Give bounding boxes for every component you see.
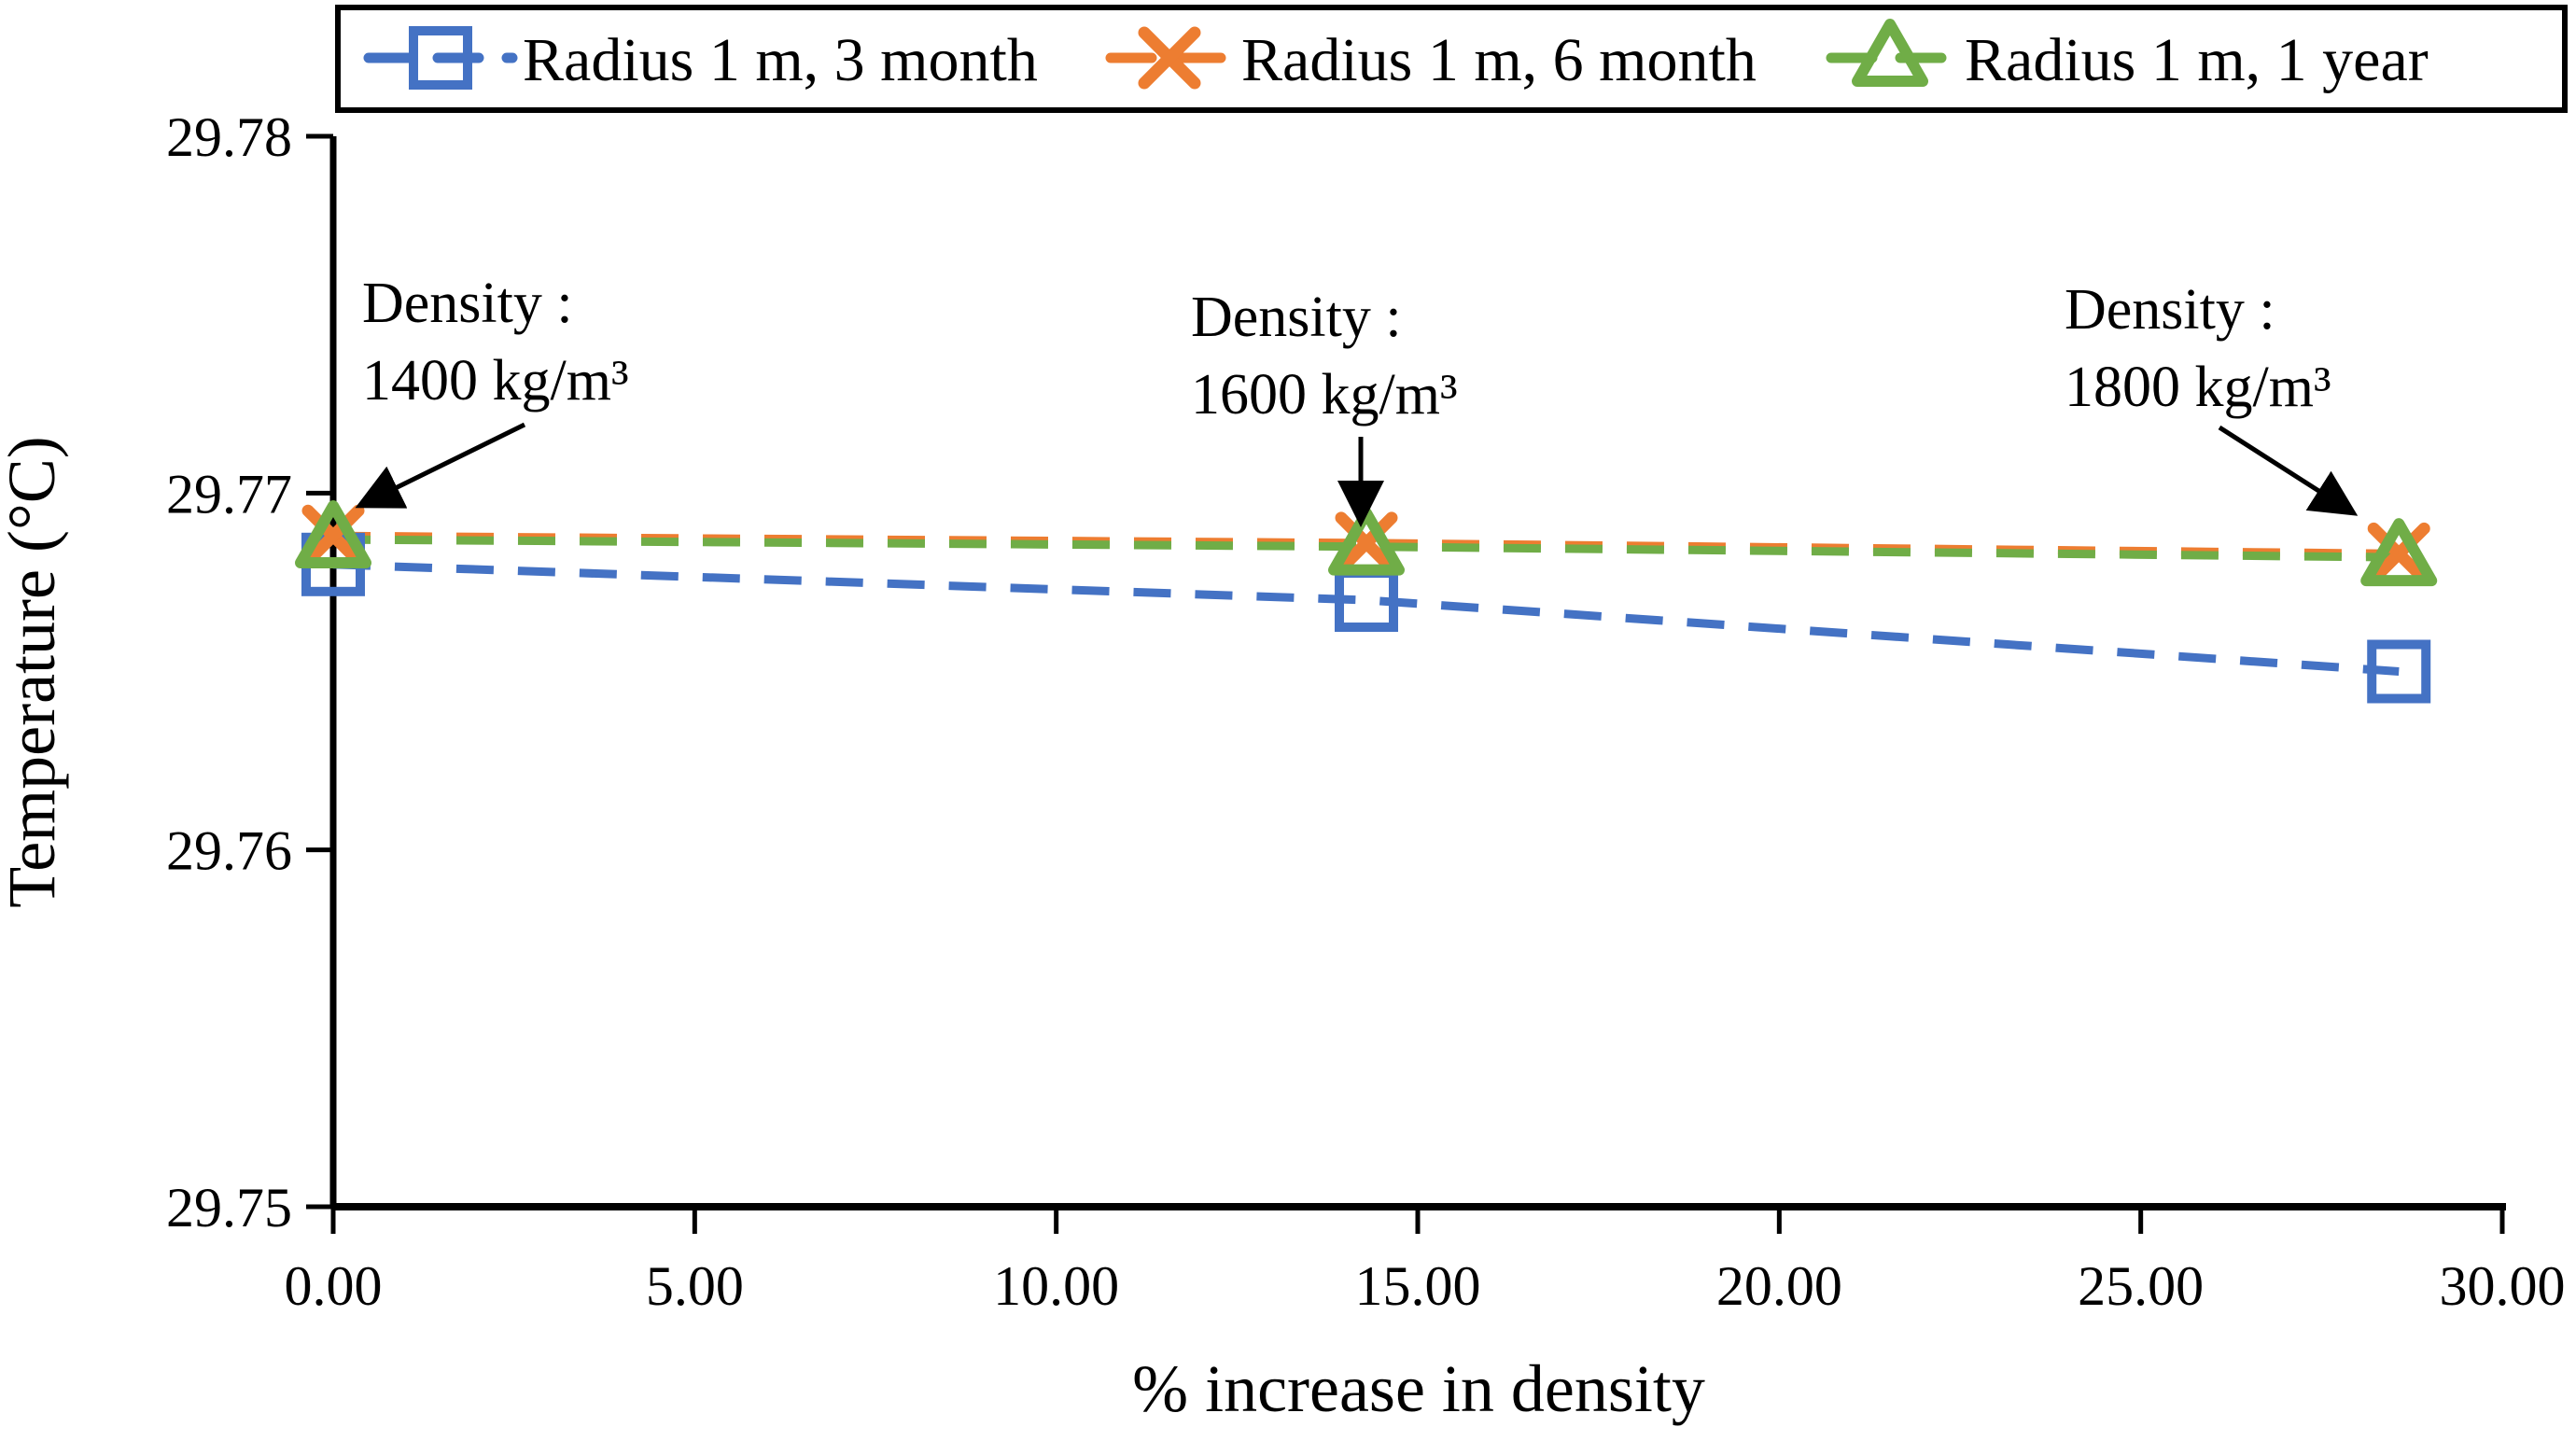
x-tick-label: 10.00	[993, 1255, 1119, 1317]
y-tick-label: 29.75	[166, 1177, 292, 1238]
legend-item: Radius 1 m, 6 month	[1105, 26, 1757, 94]
annotation-text: 1400 kg/m³	[362, 349, 629, 413]
data-point-marker	[2367, 639, 2431, 704]
data-point-marker	[2367, 522, 2430, 585]
x-marker-icon	[301, 504, 365, 567]
triangle-marker-icon	[2360, 518, 2438, 587]
legend-label: Radius 1 m, 3 month	[523, 26, 1038, 94]
x-tick-label: 25.00	[2078, 1255, 2204, 1317]
annotation-text: 1600 kg/m³	[1191, 363, 1458, 427]
triangle-marker-icon	[1852, 19, 1928, 87]
y-tick-label: 29.78	[166, 106, 292, 168]
triangle-marker-icon	[295, 500, 371, 569]
series-line	[332, 560, 2400, 676]
annotation: Density : 1800 kg/m³	[2065, 278, 2359, 516]
legend-item: Radius 1 m, 1 year	[1826, 19, 2429, 94]
data-point-marker	[301, 504, 365, 567]
x-axis-title: % increase in density	[1132, 1351, 1705, 1426]
annotation-text: Density :	[1191, 286, 1402, 349]
square-marker-icon	[2367, 639, 2431, 704]
x-marker-icon	[2367, 522, 2430, 585]
annotation-text: Density :	[362, 272, 573, 335]
triangle-marker-icon	[1328, 507, 1405, 576]
y-tick-label: 29.76	[166, 820, 292, 882]
axes: 29.75 29.76 29.77 29.78 0.00 5.00 10.00 15.00 20…	[166, 106, 2566, 1317]
legend: Radius 1 m, 3 month Radius 1 m, 6 month Ra…	[335, 5, 2568, 113]
x-tick-label: 20.00	[1716, 1255, 1842, 1317]
annotation: Density : 1600 kg/m³	[1191, 286, 1458, 527]
data-point-marker	[1328, 507, 1405, 576]
x-tick-label: 0.00	[285, 1255, 383, 1317]
series-line	[332, 535, 2400, 562]
data-series	[295, 500, 2438, 704]
annotation-arrow	[2218, 425, 2359, 516]
annotation-text: 1800 kg/m³	[2065, 356, 2331, 419]
legend-label: Radius 1 m, 1 year	[1965, 26, 2429, 94]
square-marker-icon	[409, 26, 472, 90]
y-axis-title: Temperature (°C)	[0, 436, 69, 908]
y-tick-label: 29.77	[166, 463, 292, 525]
annotation-text: Density :	[2065, 278, 2275, 342]
legend-box	[335, 5, 2568, 113]
x-tick-label: 15.00	[1355, 1255, 1481, 1317]
x-tick-label: 5.00	[646, 1255, 744, 1317]
x-tick-label: 30.00	[2440, 1255, 2566, 1317]
annotation: Density : 1400 kg/m³	[355, 272, 629, 509]
data-point-marker	[295, 500, 371, 569]
legend-item: Radius 1 m, 3 month	[363, 26, 1038, 94]
x-marker-icon	[1138, 26, 1201, 90]
annotation-arrow	[355, 422, 526, 509]
data-point-marker	[2360, 518, 2438, 587]
legend-label: Radius 1 m, 6 month	[1241, 26, 1757, 94]
